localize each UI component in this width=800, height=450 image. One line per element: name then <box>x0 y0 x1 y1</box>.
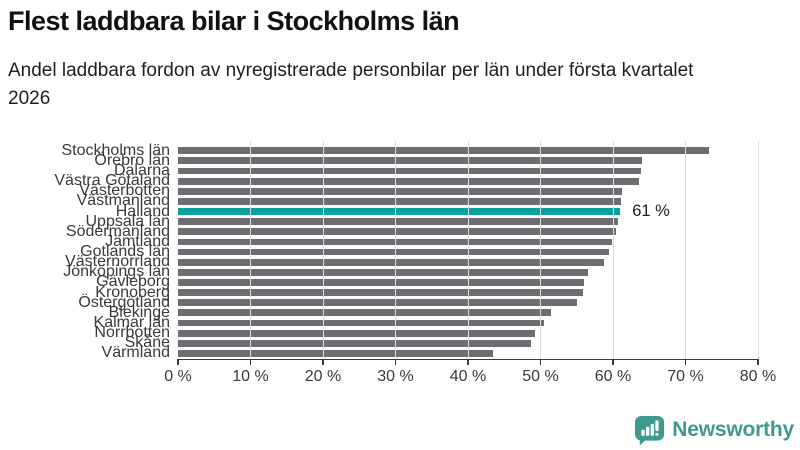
bar <box>178 167 642 175</box>
y-axis-label: Värmland <box>101 344 170 362</box>
y-axis-label: Västernorrland <box>65 253 170 271</box>
bar <box>178 299 577 307</box>
y-axis-label: Skåne <box>124 334 170 352</box>
y-axis-label: Norrbotten <box>94 324 170 342</box>
bar <box>178 228 616 236</box>
bar <box>178 329 535 337</box>
bar <box>178 147 709 155</box>
newsworthy-logo-icon <box>635 415 665 446</box>
x-tick <box>612 360 614 365</box>
bar <box>178 248 610 256</box>
bar <box>178 187 622 195</box>
x-tick-label: 80 % <box>739 368 777 385</box>
bar <box>178 218 619 226</box>
x-tick <box>467 360 469 365</box>
y-axis-label: Kronoberg <box>95 283 170 301</box>
x-tick <box>322 360 324 365</box>
x-tick <box>394 360 397 365</box>
y-axis-label: Gotlands län <box>80 243 170 261</box>
x-tick-label: 30 % <box>377 368 414 385</box>
x-tick <box>249 360 252 365</box>
bar <box>178 289 584 296</box>
y-axis-label: Halland <box>115 202 170 220</box>
x-tick-label: 10 % <box>232 368 269 385</box>
y-axis-label: Södermanland <box>65 222 170 240</box>
y-axis-label: Jämtland <box>105 232 170 250</box>
bar <box>178 157 642 165</box>
x-tick-label: 20 % <box>304 368 342 385</box>
y-axis-label: Stockholms län <box>61 141 171 159</box>
bar <box>178 309 552 317</box>
x-tick-label: 70 % <box>667 368 704 385</box>
y-axis-label: Gävleborg <box>96 273 170 291</box>
x-tick-label: 50 % <box>522 368 559 385</box>
bar <box>178 350 493 357</box>
y-axis-label: Blekinge <box>108 303 170 321</box>
gridline <box>322 141 324 359</box>
bar <box>178 208 621 215</box>
y-axis-label: Västra Götaland <box>54 172 170 190</box>
gridline <box>395 141 396 359</box>
x-tick <box>684 360 687 365</box>
y-axis-label: Västmanland <box>76 192 170 210</box>
gridline <box>757 141 759 359</box>
x-tick <box>177 360 179 365</box>
newsworthy-logo: Newsworthy <box>634 414 794 446</box>
x-tick-label: 0 % <box>164 368 192 385</box>
bar <box>178 319 545 327</box>
bar <box>178 197 621 205</box>
gridline <box>467 141 469 359</box>
y-axis-label: Uppsala län <box>85 212 171 230</box>
bar <box>178 279 584 286</box>
gridline <box>540 141 541 359</box>
gridline <box>250 141 251 359</box>
chart-subtitle: Andel laddbara fordon av nyregistrerade … <box>8 60 694 109</box>
x-tick <box>539 360 542 365</box>
brand-name: Newsworthy <box>672 418 794 441</box>
x-tick-label: 40 % <box>449 368 487 385</box>
y-axis-label: Dalarna <box>113 161 170 179</box>
bar <box>178 177 640 185</box>
x-tick-label: 60 % <box>594 368 632 385</box>
highlight-value-label: 61 % <box>632 202 670 220</box>
y-axis-label: Jönköpings län <box>63 263 170 281</box>
y-axis-label: Örebro län <box>94 151 170 169</box>
bar <box>178 339 532 347</box>
x-tick <box>757 360 759 365</box>
chart-title: Flest laddbara bilar i Stockholms län <box>8 6 460 36</box>
gridline <box>612 141 614 359</box>
x-axis-line <box>177 358 759 361</box>
y-axis-label: Kalmar län <box>93 313 170 331</box>
bar <box>178 268 589 276</box>
bar <box>178 238 612 246</box>
bar <box>178 258 605 266</box>
gridline <box>685 141 686 359</box>
y-axis-label: Västerbotten <box>79 182 170 200</box>
y-axis-label: Östergötland <box>78 293 170 311</box>
